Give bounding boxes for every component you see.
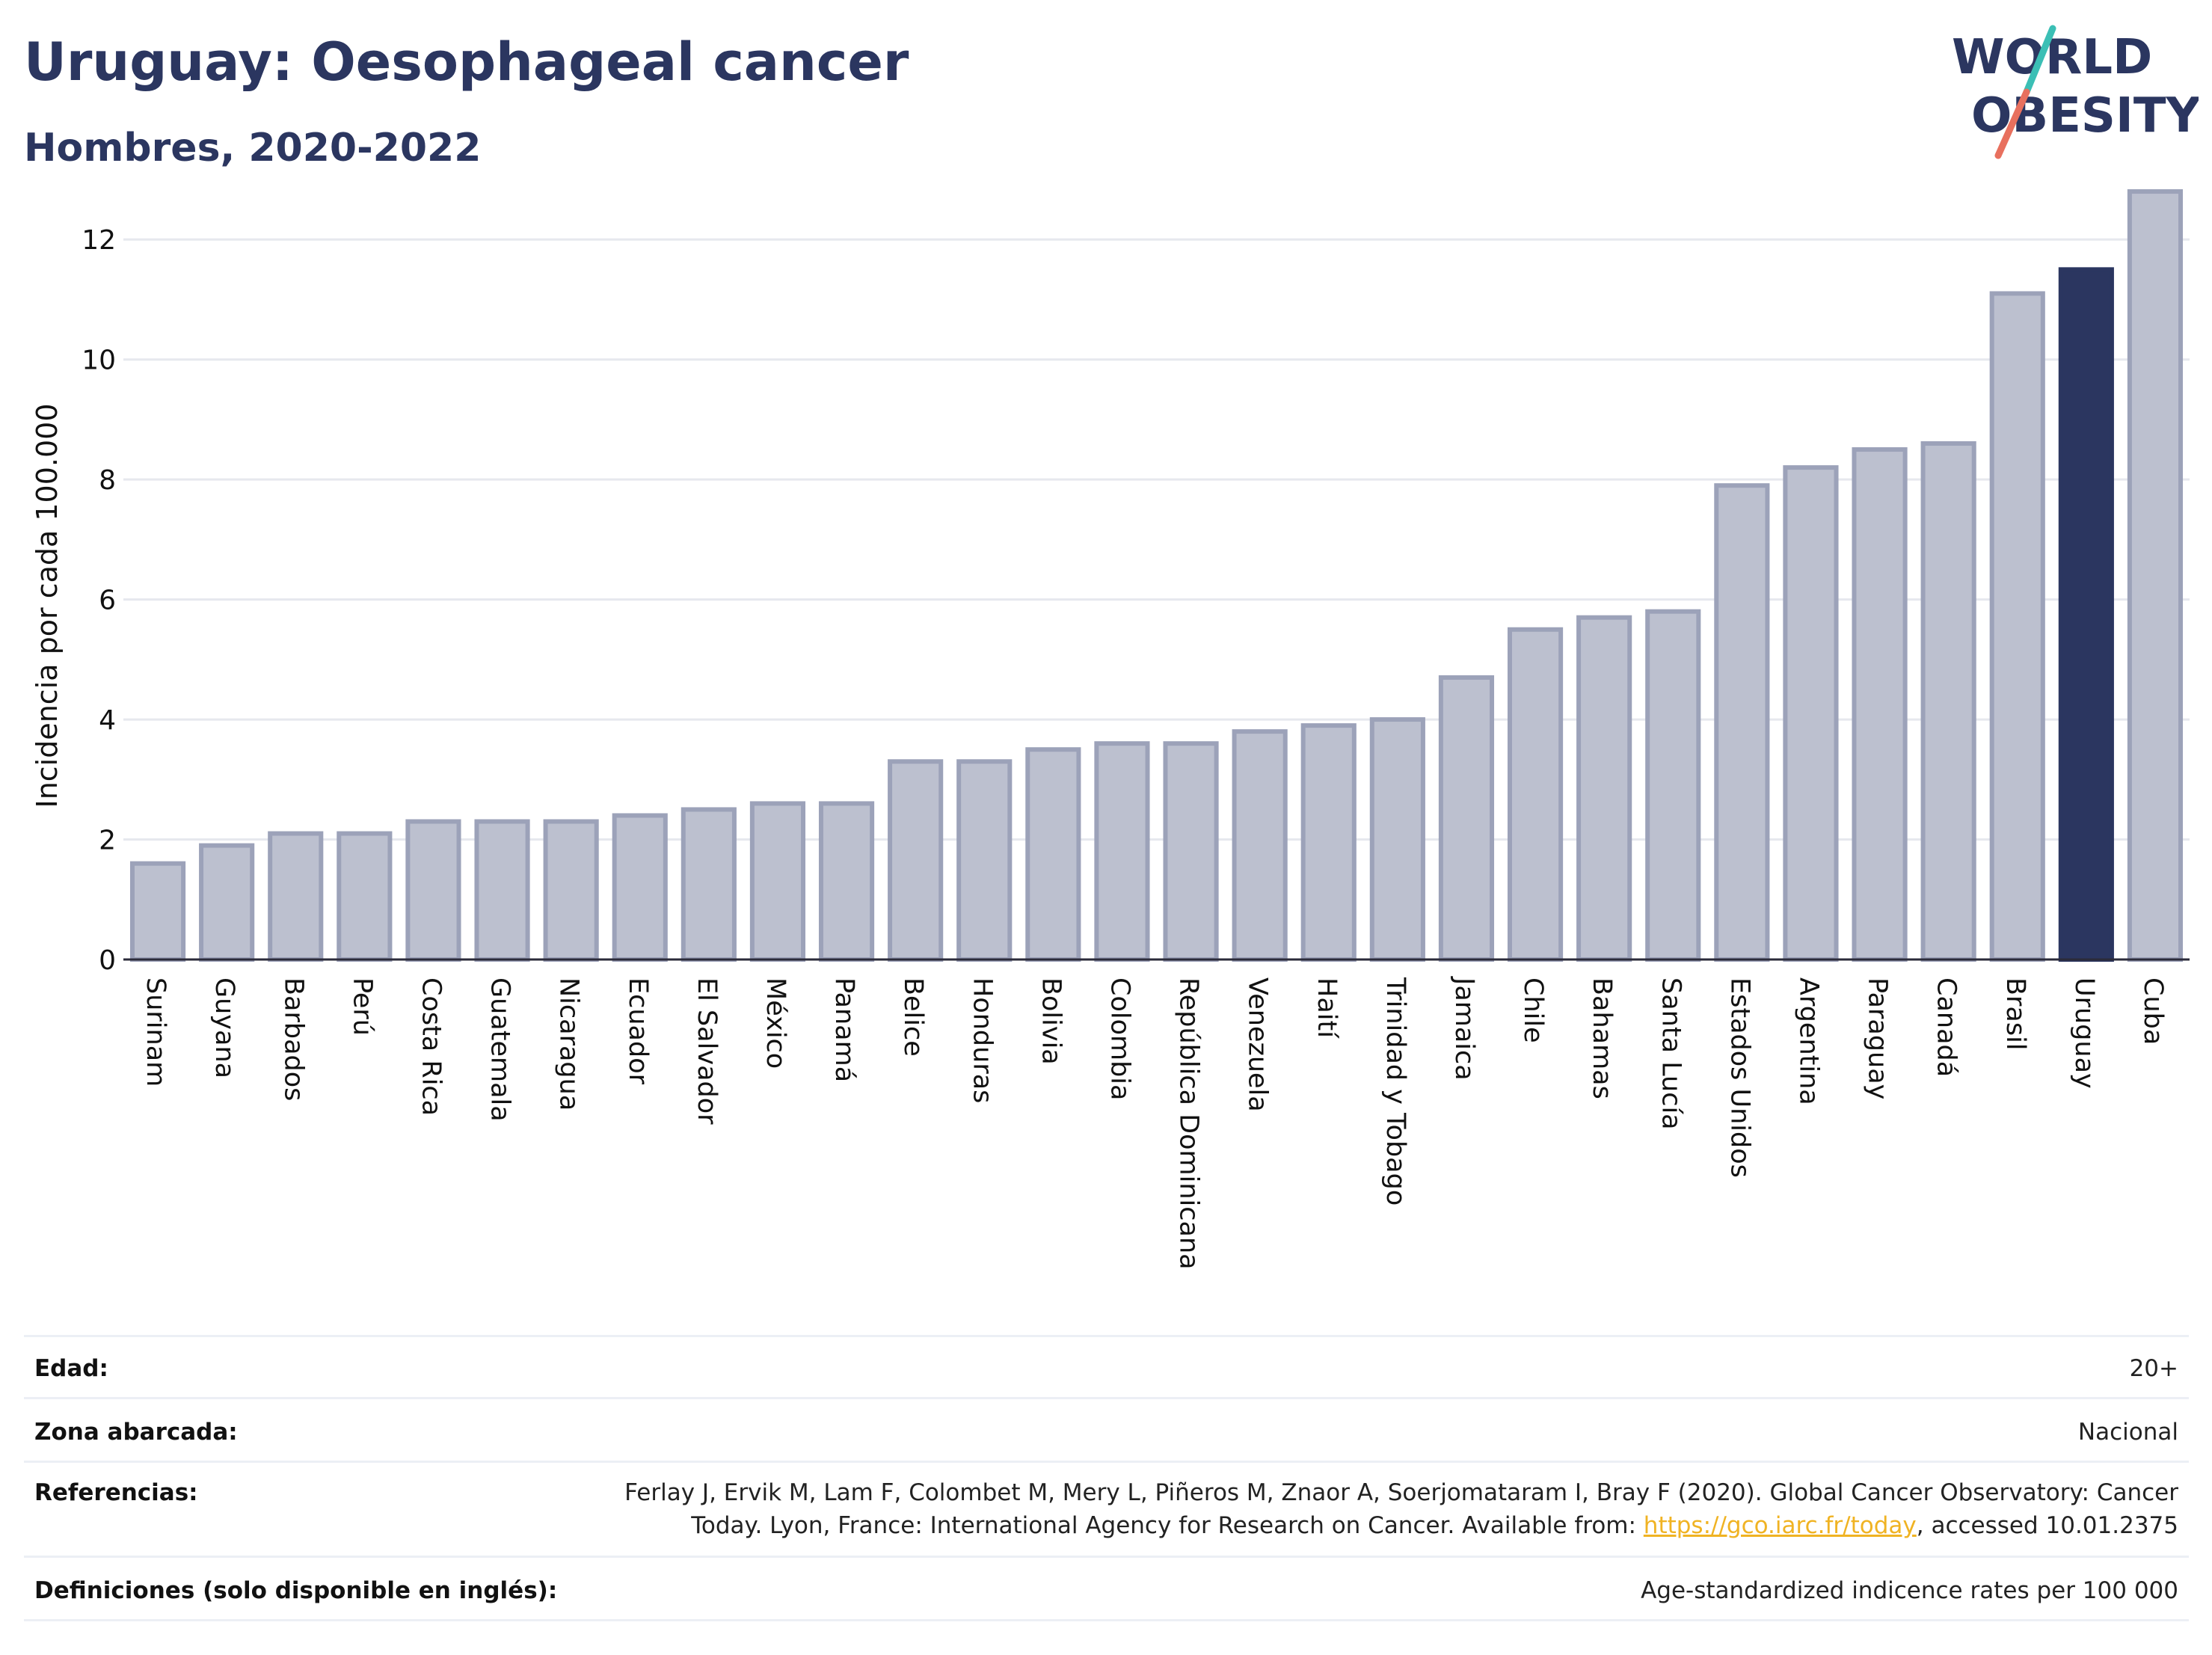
y-tick-labels: 0 2 4 6 8 10 12 (82, 225, 116, 976)
x-tick-label: México (761, 977, 790, 1069)
x-tick-label: Argentina (1793, 977, 1823, 1105)
bar-barbados (268, 831, 324, 962)
x-tick-label: Colombia (1105, 977, 1134, 1100)
page-subtitle: Hombres, 2020-2022 (24, 126, 482, 171)
ref-line-2-pre: Today. Lyon, France: International Agenc… (691, 1512, 1644, 1539)
world-obesity-logo: WORLD OBESITY (1952, 25, 2199, 159)
bar-ecuador (612, 813, 668, 962)
grid-lines (123, 238, 2190, 841)
x-tick-label: Perú (347, 977, 377, 1036)
x-tick-label: Costa Rica (416, 977, 446, 1116)
x-tick-label: Nicaragua (554, 977, 584, 1111)
x-tick-label: Bolivia (1036, 977, 1066, 1065)
logo-slash-teal (2023, 25, 2056, 96)
reference-link[interactable]: https://gco.iarc.fr/today (1643, 1512, 1917, 1539)
x-tick-label: Santa Lucía (1656, 977, 1686, 1130)
bar-uruguay (2058, 267, 2114, 962)
x-tick-label: Surinam (141, 977, 170, 1087)
x-tick-label: Canadá (1932, 977, 1961, 1077)
edad-label: Edad: (34, 1355, 108, 1382)
x-tick-label: Bahamas (1587, 977, 1617, 1099)
y-tick-label: 2 (99, 826, 116, 856)
x-tick-label: República Dominicana (1174, 977, 1204, 1270)
y-tick-label: 4 (99, 705, 116, 736)
bar-cuba (2127, 189, 2184, 962)
bar-trinidad-y-tobago (1369, 717, 1425, 962)
x-tick-label: Venezuela (1243, 977, 1273, 1112)
y-tick-label: 10 (82, 346, 116, 376)
zona-label: Zona abarcada: (34, 1419, 238, 1446)
x-tick-label: Belice (898, 977, 928, 1057)
x-tick-label: Brasil (2000, 977, 2030, 1051)
x-tick-label: Uruguay (2069, 977, 2099, 1089)
bar-nicaragua (543, 819, 599, 962)
bar-colombia (1094, 741, 1150, 962)
y-tick-label: 6 (99, 586, 116, 616)
bar-bahamas (1576, 615, 1632, 962)
bar-santa-lucia (1645, 609, 1701, 962)
x-tick-label: Estados Unidos (1724, 977, 1754, 1178)
bar-belice (888, 759, 944, 962)
metadata-table: Edad: 20+ Zona abarcada: Nacional Refere… (24, 1335, 2189, 1621)
bar-honduras (956, 759, 1013, 962)
x-tick-label: Haití (1312, 977, 1342, 1039)
x-tick-label: Paraguay (1863, 977, 1893, 1099)
meta-row-referencias: Referencias: Ferlay J, Ervik M, Lam F, C… (24, 1461, 2189, 1556)
ref-line-2: Today. Lyon, France: International Agenc… (624, 1509, 2178, 1542)
x-tick-label: Chile (1518, 977, 1548, 1043)
bar-guatemala (474, 819, 530, 962)
bar-estados-unidos (1714, 483, 1770, 962)
bar-panama (818, 801, 875, 962)
x-tick-label: Guyana (209, 977, 239, 1078)
y-tick-label: 8 (99, 465, 116, 496)
referencias-label: Referencias: (34, 1479, 198, 1506)
bar-jamaica (1438, 675, 1495, 962)
definiciones-label: Definiciones (solo disponible en inglés)… (34, 1577, 558, 1604)
x-tick-label: Panamá (829, 977, 859, 1082)
x-tick-labels: Surinam Guyana Barbados Perú Costa Rica Guate… (141, 976, 2168, 1270)
bar-el-salvador (681, 807, 737, 962)
y-tick-label: 0 (99, 945, 116, 976)
definiciones-value: Age-standardized indicence rates per 100… (1641, 1577, 2178, 1604)
bar-republica-dominicana (1163, 741, 1219, 962)
bar-mexico (749, 801, 806, 962)
bar-haiti (1300, 723, 1357, 962)
x-tick-label: Guatemala (485, 977, 515, 1122)
bar-paraguay (1852, 447, 1908, 962)
bar-costa-rica (405, 819, 461, 962)
page-title: Uruguay: Oesophageal cancer (24, 31, 909, 93)
bar-guyana (199, 843, 255, 962)
x-tick-label: El Salvador (692, 977, 722, 1125)
bars (129, 189, 2184, 962)
bar-venezuela (1232, 729, 1288, 962)
bar-chile (1507, 627, 1564, 962)
meta-row-definiciones: Definiciones (solo disponible en inglés)… (24, 1556, 2189, 1621)
x-tick-label: Jamaica (1449, 976, 1479, 1081)
y-tick-label: 12 (82, 225, 116, 256)
meta-row-zona: Zona abarcada: Nacional (24, 1397, 2189, 1461)
x-tick-label: Ecuador (623, 977, 653, 1085)
logo-slash-coral (1994, 88, 2030, 159)
bar-chart: Surinam Guyana Barbados Perú Costa Rica Guate… (31, 189, 2190, 1270)
edad-value: 20+ (2129, 1355, 2178, 1382)
y-axis-title: Incidencia por cada 100.000 (31, 403, 64, 808)
bar-canada (1920, 441, 1976, 962)
zona-value: Nacional (2077, 1419, 2178, 1446)
x-tick-label: Barbados (278, 977, 308, 1101)
logo-text-world: WORLD (1952, 30, 2152, 85)
x-tick-label: Honduras (967, 977, 997, 1103)
bar-brasil (1989, 291, 2045, 962)
x-tick-label: Cuba (2138, 977, 2168, 1045)
bar-bolivia (1025, 747, 1081, 962)
ref-line-2-post: , accessed 10.01.2375 (1916, 1512, 2178, 1539)
meta-row-edad: Edad: 20+ (24, 1335, 2189, 1397)
ref-line-1: Ferlay J, Ervik M, Lam F, Colombet M, Me… (624, 1479, 2178, 1506)
bar-surinam (129, 861, 186, 962)
x-tick-label: Trinidad y Tobago (1380, 977, 1410, 1206)
referencias-value: Ferlay J, Ervik M, Lam F, Colombet M, Me… (624, 1476, 2178, 1542)
bar-peru (337, 831, 393, 962)
bar-argentina (1783, 465, 1839, 962)
